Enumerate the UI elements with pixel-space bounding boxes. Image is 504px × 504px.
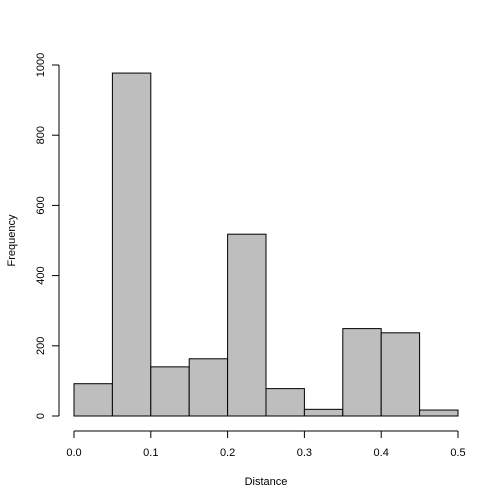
histogram-bar	[265, 388, 305, 417]
x-tick-label: 0.0	[66, 447, 81, 459]
histogram-bar	[73, 383, 113, 417]
histogram-bar	[342, 328, 382, 417]
x-tick-label: 0.1	[143, 447, 158, 459]
histogram-bar	[227, 233, 267, 417]
y-tick-label: 200	[35, 337, 47, 355]
histogram-bar	[188, 358, 229, 417]
y-axis-title: Frequency	[6, 214, 18, 266]
histogram-bar	[380, 332, 421, 417]
histogram-bar	[419, 409, 459, 417]
x-tick-label: 0.3	[297, 447, 312, 459]
y-tick-label: 1000	[35, 53, 47, 77]
histogram-bar	[150, 366, 190, 417]
histogram-bars	[73, 72, 459, 417]
y-axis: 0 200 400 600 800 1000	[35, 53, 60, 419]
x-tick-label: 0.4	[374, 447, 389, 459]
y-tick-label: 600	[35, 196, 47, 214]
x-axis: 0.0 0.1 0.2 0.3 0.4 0.5	[66, 430, 466, 459]
x-axis-title: Distance	[245, 476, 288, 488]
x-tick-label: 0.5	[450, 447, 465, 459]
y-tick-label: 0	[35, 413, 47, 419]
x-tick-label: 0.2	[220, 447, 235, 459]
histogram-bar	[303, 408, 344, 417]
y-tick-label: 400	[35, 266, 47, 284]
y-tick-label: 800	[35, 126, 47, 144]
histogram-bar	[111, 72, 152, 417]
